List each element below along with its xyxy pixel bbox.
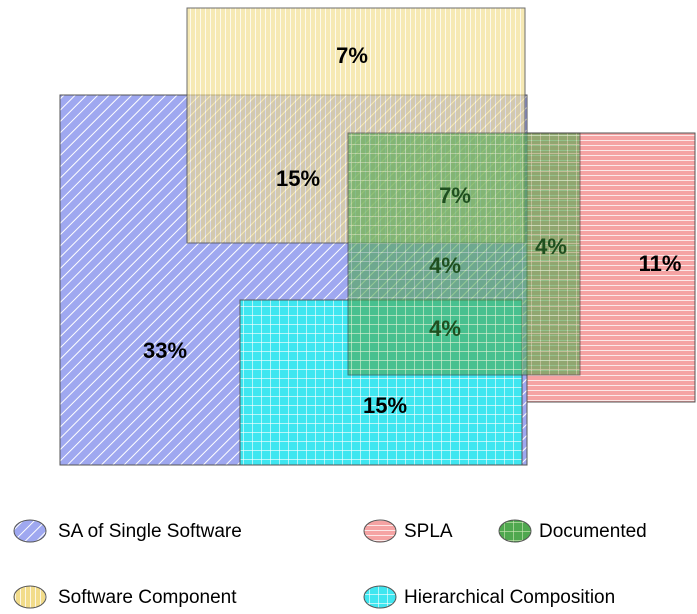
legend-swatch [498, 519, 532, 543]
legend-swatch [363, 519, 397, 543]
region-label: 15% [363, 393, 407, 418]
legend-label: Hierarchical Composition [404, 587, 615, 608]
legend-swatch [363, 585, 397, 609]
region-label: 4% [429, 253, 461, 278]
legend-swatch [13, 519, 47, 543]
region-label: 33% [143, 338, 187, 363]
legend-label: SA of Single Software [58, 521, 242, 542]
region-label: 11% [639, 251, 682, 276]
region-label: 4% [535, 234, 567, 259]
set-documented [347, 132, 581, 376]
region-label: 7% [439, 183, 471, 208]
legend-label: Software Component [58, 587, 237, 608]
region-label: 4% [429, 316, 461, 341]
region-label: 7% [336, 43, 368, 68]
region-label: 15% [276, 166, 320, 191]
legend-label: Documented [539, 521, 647, 542]
legend-swatch [13, 585, 47, 609]
legend: SA of Single Software SPLA Documented So… [13, 519, 647, 609]
legend-label: SPLA [404, 521, 453, 542]
